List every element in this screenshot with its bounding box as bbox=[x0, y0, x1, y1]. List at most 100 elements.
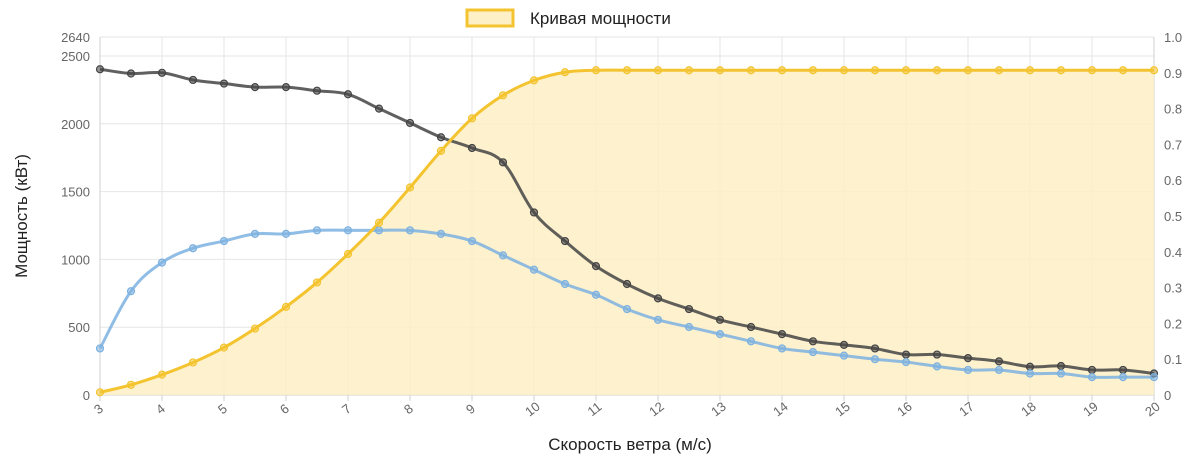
power-curve-point[interactable] bbox=[250, 324, 260, 333]
coefficient-dark-point[interactable] bbox=[963, 354, 973, 363]
power-curve-point[interactable] bbox=[405, 183, 415, 192]
coefficient-dark-point[interactable] bbox=[560, 236, 570, 246]
coefficient-blue-point[interactable] bbox=[95, 344, 105, 353]
coefficient-blue-point[interactable] bbox=[157, 258, 167, 267]
coefficient-blue-point[interactable] bbox=[1149, 373, 1159, 382]
coefficient-dark-point[interactable] bbox=[1056, 361, 1066, 371]
coefficient-dark-point[interactable] bbox=[1025, 362, 1035, 371]
coefficient-blue-point[interactable] bbox=[901, 357, 911, 367]
coefficient-blue-point[interactable] bbox=[777, 344, 787, 353]
coefficient-blue-point[interactable] bbox=[529, 265, 539, 274]
power-curve-point[interactable] bbox=[1149, 66, 1159, 75]
power-curve-point[interactable] bbox=[963, 66, 973, 75]
power-curve-point[interactable] bbox=[529, 76, 539, 85]
coefficient-blue-point[interactable] bbox=[591, 290, 601, 299]
coefficient-blue-point[interactable] bbox=[219, 236, 229, 246]
coefficient-blue-point[interactable] bbox=[498, 251, 508, 260]
coefficient-dark-point[interactable] bbox=[126, 69, 136, 78]
power-curve-point[interactable] bbox=[994, 66, 1004, 75]
coefficient-dark-point[interactable] bbox=[746, 322, 756, 332]
coefficient-dark-point[interactable] bbox=[932, 350, 942, 359]
coefficient-blue-point[interactable] bbox=[1118, 373, 1128, 382]
coefficient-blue-point[interactable] bbox=[746, 337, 756, 346]
coefficient-dark-point[interactable] bbox=[870, 344, 880, 353]
coefficient-dark-point[interactable] bbox=[374, 104, 384, 113]
coefficient-blue-point[interactable] bbox=[467, 236, 477, 246]
coefficient-blue-point[interactable] bbox=[374, 226, 384, 235]
coefficient-blue-point[interactable] bbox=[405, 226, 415, 235]
coefficient-dark-point[interactable] bbox=[95, 65, 105, 74]
coefficient-blue-point[interactable] bbox=[963, 365, 973, 375]
coefficient-dark-point[interactable] bbox=[622, 279, 632, 289]
coefficient-blue-point[interactable] bbox=[1056, 369, 1066, 378]
coefficient-dark-point[interactable] bbox=[777, 330, 787, 339]
legend[interactable]: Кривая мощности bbox=[465, 8, 671, 28]
power-curve-point[interactable] bbox=[188, 358, 198, 367]
coefficient-blue-point[interactable] bbox=[808, 347, 818, 357]
power-curve-point[interactable] bbox=[870, 66, 880, 75]
coefficient-dark-point[interactable] bbox=[343, 90, 353, 99]
power-curve-point[interactable] bbox=[560, 68, 570, 77]
power-curve-point[interactable] bbox=[622, 66, 632, 75]
coefficient-blue-point[interactable] bbox=[870, 355, 880, 364]
power-curve-point[interactable] bbox=[374, 218, 384, 227]
power-curve-point[interactable] bbox=[777, 66, 787, 75]
power-curve-point[interactable] bbox=[1087, 66, 1097, 75]
coefficient-dark-point[interactable] bbox=[653, 294, 663, 303]
power-curve-point[interactable] bbox=[95, 388, 105, 397]
coefficient-blue-point[interactable] bbox=[653, 315, 663, 324]
coefficient-blue-point[interactable] bbox=[560, 279, 570, 289]
coefficient-blue-point[interactable] bbox=[250, 229, 260, 238]
coefficient-blue-point[interactable] bbox=[839, 351, 849, 360]
power-curve-point[interactable] bbox=[343, 249, 353, 259]
power-curve-point[interactable] bbox=[808, 66, 818, 75]
power-curve-point[interactable] bbox=[436, 146, 446, 156]
coefficient-blue-point[interactable] bbox=[932, 362, 942, 371]
coefficient-dark-point[interactable] bbox=[808, 337, 818, 346]
coefficient-dark-point[interactable] bbox=[839, 340, 849, 349]
power-curve-point[interactable] bbox=[715, 66, 725, 75]
coefficient-blue-point[interactable] bbox=[126, 287, 136, 296]
power-curve-point[interactable] bbox=[653, 66, 663, 75]
power-curve-point[interactable] bbox=[467, 114, 477, 123]
power-curve-point[interactable] bbox=[684, 66, 694, 75]
coefficient-dark-point[interactable] bbox=[281, 83, 291, 92]
coefficient-dark-point[interactable] bbox=[529, 208, 539, 217]
coefficient-blue-point[interactable] bbox=[1025, 369, 1035, 378]
coefficient-dark-point[interactable] bbox=[901, 350, 911, 359]
power-curve-point[interactable] bbox=[591, 66, 601, 75]
coefficient-blue-point[interactable] bbox=[188, 244, 198, 253]
power-curve-point[interactable] bbox=[1118, 66, 1128, 75]
power-curve-point[interactable] bbox=[281, 302, 291, 311]
coefficient-blue-point[interactable] bbox=[994, 365, 1004, 375]
power-curve-point[interactable] bbox=[901, 66, 911, 75]
power-curve-point[interactable] bbox=[157, 370, 167, 379]
coefficient-blue-point[interactable] bbox=[312, 226, 322, 235]
power-curve-point[interactable] bbox=[498, 91, 508, 100]
coefficient-dark-point[interactable] bbox=[312, 86, 322, 95]
coefficient-dark-point[interactable] bbox=[591, 262, 601, 271]
coefficient-dark-point[interactable] bbox=[219, 79, 229, 88]
coefficient-dark-point[interactable] bbox=[1087, 365, 1097, 375]
power-curve-point[interactable] bbox=[839, 66, 849, 75]
coefficient-dark-point[interactable] bbox=[994, 357, 1004, 366]
power-curve-point[interactable] bbox=[126, 380, 136, 389]
coefficient-blue-point[interactable] bbox=[343, 226, 353, 235]
coefficient-blue-point[interactable] bbox=[281, 229, 291, 238]
coefficient-blue-point[interactable] bbox=[622, 304, 632, 314]
power-curve-point[interactable] bbox=[932, 66, 942, 75]
coefficient-dark-point[interactable] bbox=[436, 133, 446, 142]
coefficient-blue-point[interactable] bbox=[436, 229, 446, 238]
coefficient-dark-point[interactable] bbox=[250, 83, 260, 92]
power-curve-point[interactable] bbox=[1056, 66, 1066, 75]
coefficient-dark-point[interactable] bbox=[498, 158, 508, 167]
power-curve-point[interactable] bbox=[219, 343, 229, 352]
coefficient-blue-point[interactable] bbox=[1087, 373, 1097, 382]
power-curve-point[interactable] bbox=[1025, 66, 1035, 75]
coefficient-dark-point[interactable] bbox=[1118, 365, 1128, 375]
legend-swatch[interactable] bbox=[465, 8, 515, 28]
power-curve-point[interactable] bbox=[312, 278, 322, 287]
coefficient-dark-point[interactable] bbox=[188, 75, 198, 85]
power-curve-point[interactable] bbox=[746, 66, 756, 75]
coefficient-dark-point[interactable] bbox=[684, 304, 694, 314]
